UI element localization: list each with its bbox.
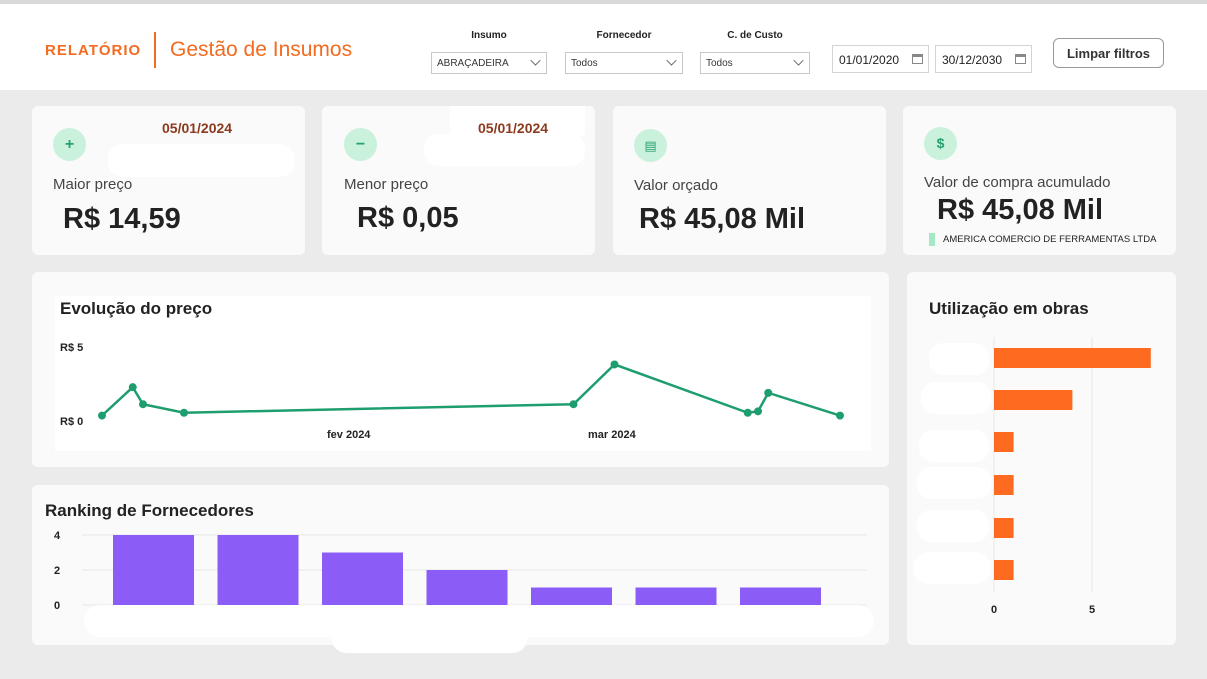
redacted-label xyxy=(917,467,991,499)
chart-panel xyxy=(55,296,871,451)
price-point[interactable] xyxy=(180,408,188,417)
chevron-down-icon xyxy=(666,55,677,66)
price-series-line xyxy=(101,363,841,417)
kpi-card-purchase: $ Valor de compra acumulado R$ 45,08 Mil… xyxy=(903,106,1176,255)
kpi-min-date: 05/01/2024 xyxy=(478,120,549,136)
legend-swatch xyxy=(929,233,935,246)
supplier-bar[interactable] xyxy=(531,587,612,606)
usage-bar[interactable] xyxy=(994,475,1014,495)
kpi-min-label: Menor preço xyxy=(344,176,429,193)
kpi-max-date: 05/01/2024 xyxy=(162,120,233,136)
insumo-select[interactable]: ABRAÇADEIRA xyxy=(431,52,547,74)
custo-select-value: Todos xyxy=(706,58,733,69)
price-point[interactable] xyxy=(139,400,147,409)
price-point[interactable] xyxy=(754,407,762,416)
redacted-region xyxy=(332,625,527,653)
fornecedor-filter-label: Fornecedor xyxy=(596,30,652,41)
redacted-region xyxy=(450,106,585,136)
custo-filter-label: C. de Custo xyxy=(727,30,783,41)
price-chart-title: Evolução do preço xyxy=(60,299,213,318)
minus-icon: − xyxy=(344,128,377,161)
redacted-label xyxy=(914,552,990,584)
price-line-chart: R$ 5 R$ 0 fev 2024 mar 2024 xyxy=(60,342,844,441)
date-start-input[interactable]: 01/01/2020 xyxy=(832,45,929,73)
chevron-down-icon xyxy=(530,55,541,66)
kpi-max-value: R$ 14,59 xyxy=(63,203,181,235)
dollar-coin-icon: $ xyxy=(924,127,957,160)
y-tick-label: 0 xyxy=(54,600,60,612)
x-tick-label: 5 xyxy=(1089,604,1095,616)
fornecedor-select-value: Todos xyxy=(571,58,598,69)
kpi-purchase-value: R$ 45,08 Mil xyxy=(937,194,1104,226)
price-point[interactable] xyxy=(98,411,106,420)
redacted-label xyxy=(921,382,991,414)
ranking-chart-title: Ranking de Fornecedores xyxy=(45,501,254,520)
fornecedor-select[interactable]: Todos xyxy=(565,52,683,74)
insumo-select-value: ABRAÇADEIRA xyxy=(437,58,509,69)
supplier-bar[interactable] xyxy=(217,535,299,605)
x-tick-label: fev 2024 xyxy=(327,429,371,441)
x-tick-label: mar 2024 xyxy=(588,429,637,441)
price-evolution-card: Evolução do preço R$ 5 R$ 0 fev 2024 mar… xyxy=(32,272,889,467)
price-point[interactable] xyxy=(836,411,844,420)
calendar-icon[interactable] xyxy=(912,54,923,64)
page-title: Gestão de Insumos xyxy=(170,38,353,61)
price-point[interactable] xyxy=(743,408,752,417)
insumo-filter-label: Insumo xyxy=(471,30,507,41)
date-start-value: 01/01/2020 xyxy=(839,53,900,67)
usage-bar[interactable] xyxy=(994,518,1014,538)
kpi-card-budget: ▤ Valor orçado R$ 45,08 Mil xyxy=(613,106,886,255)
y-tick-label: R$ 5 xyxy=(60,342,83,354)
supplier-bar[interactable] xyxy=(426,570,508,605)
y-tick-label: R$ 0 xyxy=(60,416,83,428)
redacted-region xyxy=(108,144,294,177)
redacted-label xyxy=(929,343,989,375)
redacted-label xyxy=(917,510,989,542)
legend-label[interactable]: AMERICA COMERCIO DE FERRAMENTAS LTDA xyxy=(943,234,1157,245)
kpi-budget-label: Valor orçado xyxy=(634,177,718,194)
price-point[interactable] xyxy=(569,400,578,409)
usage-bar[interactable] xyxy=(994,390,1073,410)
usage-card: Utilização em obras 0 5 xyxy=(907,272,1176,645)
supplier-bar[interactable] xyxy=(113,535,194,605)
brand-divider xyxy=(154,32,156,68)
usage-chart-title: Utilização em obras xyxy=(929,299,1089,318)
redacted-label xyxy=(919,430,989,462)
x-tick-label: 0 xyxy=(991,604,997,616)
kpi-budget-value: R$ 45,08 Mil xyxy=(639,203,806,235)
kpi-min-value: R$ 0,05 xyxy=(357,202,459,234)
custo-select[interactable]: Todos xyxy=(700,52,810,74)
usage-bar[interactable] xyxy=(994,348,1151,368)
redacted-region xyxy=(424,134,585,166)
kpi-card-min-price: − 05/01/2024 Menor preço R$ 0,05 xyxy=(322,106,595,255)
brand-label: RELATÓRIO xyxy=(45,42,142,59)
supplier-bar[interactable] xyxy=(635,587,717,606)
supplier-bar[interactable] xyxy=(322,552,403,606)
y-tick-label: 4 xyxy=(54,530,61,542)
kpi-purchase-label: Valor de compra acumulado xyxy=(924,174,1111,191)
y-tick-label: 2 xyxy=(54,565,60,577)
kpi-max-label: Maior preço xyxy=(53,176,133,193)
receipt-icon: ▤ xyxy=(634,129,667,162)
price-point[interactable] xyxy=(610,360,619,369)
supplier-bar[interactable] xyxy=(740,587,821,606)
kpi-card-max-price: + 05/01/2024 Maior preço R$ 14,59 xyxy=(32,106,305,255)
price-point[interactable] xyxy=(128,383,137,392)
usage-bar[interactable] xyxy=(994,560,1014,580)
clear-filters-button[interactable]: Limpar filtros xyxy=(1053,38,1164,68)
date-end-input[interactable]: 30/12/2030 xyxy=(935,45,1032,73)
calendar-icon[interactable] xyxy=(1015,54,1026,64)
plus-icon: + xyxy=(53,128,86,161)
date-end-value: 30/12/2030 xyxy=(942,53,1003,67)
usage-hbar-chart: 0 5 xyxy=(991,337,1151,616)
header-bar: RELATÓRIO Gestão de Insumos Insumo ABRAÇ… xyxy=(0,4,1207,90)
supplier-ranking-card: Ranking de Fornecedores 4 2 0 xyxy=(32,485,889,653)
usage-bar[interactable] xyxy=(994,432,1014,452)
chevron-down-icon xyxy=(793,55,804,66)
top-border xyxy=(0,0,1207,4)
price-point[interactable] xyxy=(764,388,773,397)
